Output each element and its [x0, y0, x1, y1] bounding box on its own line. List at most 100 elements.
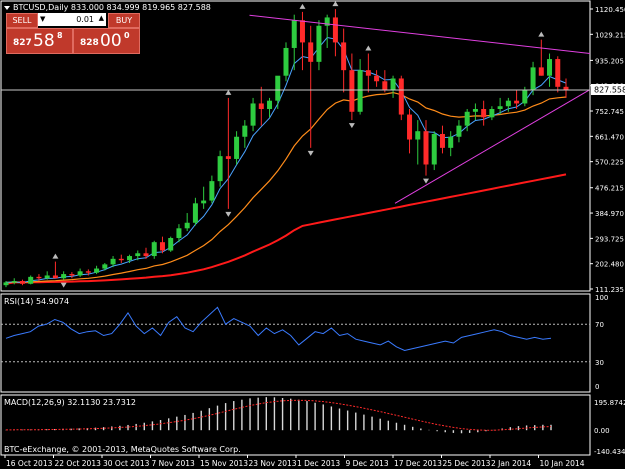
lot-size-value: 0.01	[76, 15, 94, 24]
candle	[127, 254, 133, 263]
candle	[3, 281, 9, 288]
candle	[283, 42, 289, 82]
candle	[258, 86, 264, 126]
candle	[176, 224, 182, 243]
candle	[110, 256, 116, 268]
time-axis-label: 23 Nov 2013	[249, 459, 297, 468]
current-price-label: 827.558	[594, 86, 625, 95]
rsi-axis-label: 30	[595, 359, 604, 367]
time-axis-label: 25 Dec 2013	[443, 459, 491, 468]
candle	[118, 254, 124, 263]
current-price-tag	[591, 84, 625, 95]
candle	[28, 275, 34, 285]
trendline[interactable]	[394, 89, 591, 204]
candle	[563, 78, 569, 98]
candle	[135, 250, 141, 261]
time-axis-label: 7 Nov 2013	[152, 459, 195, 468]
candle	[308, 25, 314, 148]
spinner-icon[interactable]: ▲	[98, 14, 104, 22]
buy-quote-pips: 00	[100, 31, 122, 51]
fractal-down-marker	[348, 123, 355, 129]
one-click-trading-panel: SELL ▼ 0.01 ▲ BUY 827 58 8 828 00 0	[4, 13, 140, 54]
price-axis-label: 752.745	[595, 108, 624, 116]
price-axis-label: 570.225	[595, 159, 624, 167]
candle	[36, 274, 42, 282]
candle	[250, 97, 256, 132]
ma-slow-line	[5, 173, 567, 285]
sell-quote-pips: 58	[33, 31, 55, 51]
candle	[201, 186, 207, 209]
candle	[44, 271, 50, 280]
time-axis-label: 16 Oct 2013	[6, 459, 53, 468]
buy-quote-prefix: 828	[80, 38, 99, 48]
macd-axis-label: 0.00	[594, 427, 610, 435]
candle	[398, 75, 404, 121]
time-axis-label: 17 Dec 2013	[394, 459, 442, 468]
symbol-header: BTCUSD,Daily 833.000 834.999 819.965 827…	[13, 3, 211, 12]
candle	[291, 14, 297, 71]
buy-quote-fraction: 0	[124, 31, 130, 40]
sell-button[interactable]: SELL	[6, 13, 38, 28]
candle	[464, 109, 470, 132]
candle	[151, 240, 157, 259]
candle	[209, 175, 215, 204]
macd-label: MACD(12,26,9) 32.1130 23.7312	[4, 398, 136, 407]
candle	[505, 97, 511, 112]
candle	[555, 56, 561, 93]
sell-quote-fraction: 8	[57, 31, 63, 40]
price-axis-label: 111.235	[595, 286, 624, 294]
fractal-down-marker	[60, 282, 67, 288]
candle	[159, 236, 165, 254]
candle	[341, 28, 347, 93]
price-axis-label: 661.470	[595, 133, 624, 141]
candle	[481, 100, 487, 126]
candle	[448, 131, 454, 157]
candle	[514, 89, 520, 110]
macd-indicator: 195.8742 0.00 -140.4348	[5, 397, 625, 456]
main-panel-frame	[0, 0, 591, 292]
candle	[275, 75, 281, 110]
fractal-up-marker	[225, 89, 232, 95]
fractal-up-marker	[332, 1, 339, 7]
lot-size-input[interactable]: ▼ 0.01 ▲	[38, 13, 106, 26]
time-axis-label: 2 Jan 2014	[491, 459, 531, 468]
macd-axis-label: -140.4348	[594, 448, 625, 456]
time-axis-label: 30 Oct 2013	[103, 459, 150, 468]
time-axis-label: 15 Nov 2013	[200, 459, 248, 468]
candle	[217, 150, 223, 187]
candle	[11, 278, 17, 285]
candle	[19, 279, 25, 286]
macd-axis-label: 195.8742	[594, 399, 625, 407]
time-axis-label: 22 Oct 2013	[55, 459, 102, 468]
candle	[77, 268, 83, 277]
ma-fast-series	[5, 36, 567, 284]
candle	[61, 271, 67, 280]
fractal-up-marker	[365, 45, 372, 51]
rsi-panel-frame	[0, 293, 591, 393]
sell-quote[interactable]: 827 58 8	[6, 28, 73, 54]
chevron-down-icon[interactable]: ▼	[40, 15, 46, 23]
candle	[390, 75, 396, 98]
candle	[357, 59, 363, 115]
candle	[94, 265, 100, 275]
time-axis-label: 10 Jan 2014	[540, 459, 585, 468]
rsi-series	[5, 306, 552, 352]
candle	[234, 131, 240, 165]
buy-button[interactable]: BUY	[108, 13, 140, 28]
rsi-axis-label: 100	[595, 294, 608, 302]
price-axis-label: 202.480	[595, 261, 624, 269]
candle	[267, 97, 273, 118]
price-axis-label: 935.205	[595, 57, 624, 65]
buy-quote[interactable]: 828 00 0	[73, 28, 140, 54]
trendline[interactable]	[249, 14, 591, 55]
time-axis: 16 Oct 2013 22 Oct 2013 30 Oct 2013 7 Nov 2…	[4, 455, 585, 468]
price-axis-label: 384.970	[595, 210, 624, 218]
price-axis-label: 476.215	[595, 185, 624, 193]
triangle-down-icon[interactable]	[4, 6, 10, 10]
fractal-down-marker	[225, 211, 232, 217]
candle	[332, 9, 338, 57]
fractal-down-marker	[307, 150, 314, 156]
trendlines[interactable]	[249, 14, 591, 204]
